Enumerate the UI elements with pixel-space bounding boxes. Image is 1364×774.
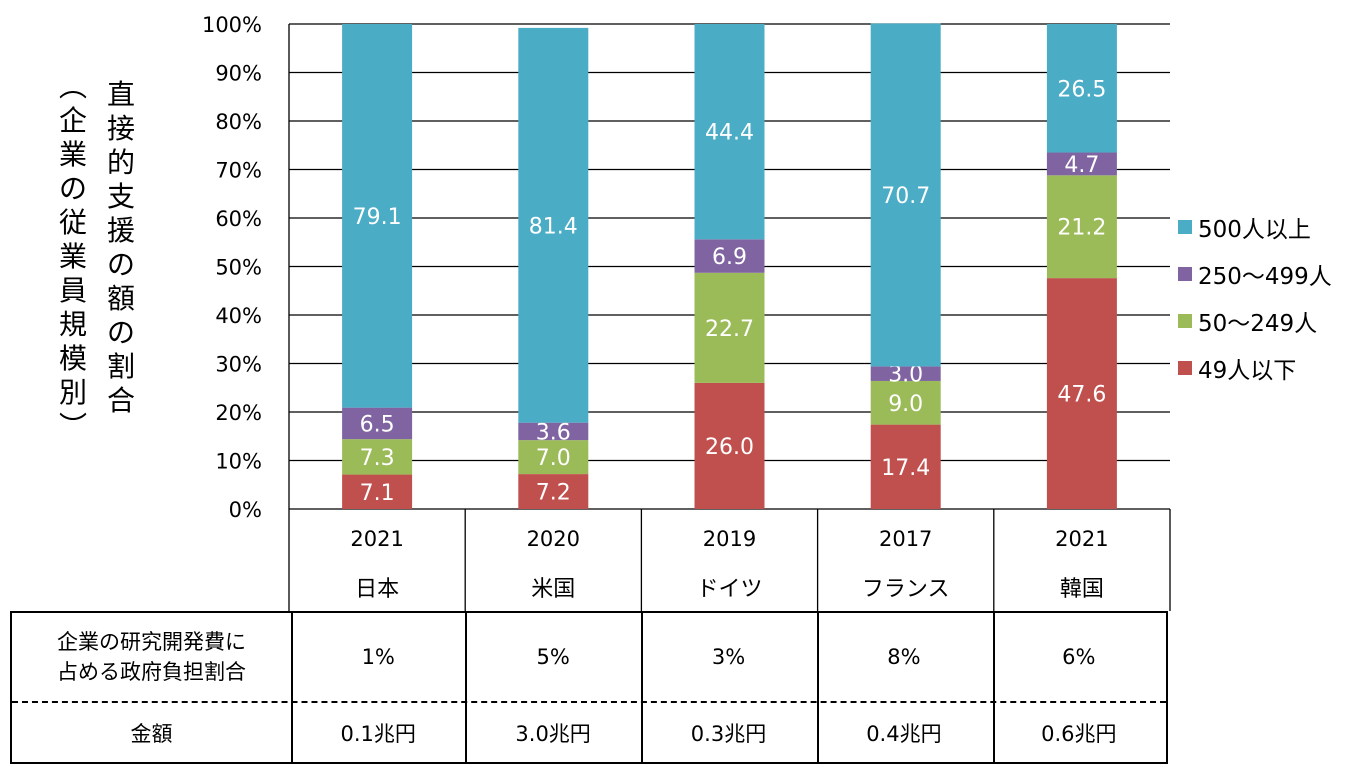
bar-segment (518, 422, 589, 441)
category-country-label: フランス (862, 577, 950, 602)
bar-segment (870, 380, 941, 425)
y-axis-title: 直接的支援の額の割合 (106, 78, 135, 417)
bar-segment (518, 440, 589, 475)
data-label: 4.7 (1064, 153, 1099, 178)
y-tick-label: 60% (215, 207, 262, 231)
bar-segment (694, 382, 765, 509)
bar-segment (694, 239, 765, 273)
data-label: 17.4 (881, 456, 930, 481)
ratio-cell: 6% (1062, 645, 1096, 669)
data-label: 3.6 (536, 420, 571, 445)
category-year-label: 2021 (1055, 527, 1108, 551)
amount-cell: 0.3兆円 (690, 721, 767, 746)
category-year-label: 2019 (703, 527, 756, 551)
bar-segment (342, 474, 413, 509)
category-year-label: 2020 (527, 527, 580, 551)
bar-segment (342, 407, 413, 440)
amount-cell: 0.1兆円 (340, 721, 416, 746)
y-tick-label: 90% (215, 62, 262, 86)
bar-segment (870, 424, 941, 509)
ratio-cell: 3% (711, 645, 746, 669)
y-tick-label: 70% (215, 159, 262, 183)
category-country-label: 日本 (355, 577, 399, 602)
bar-segment (518, 27, 589, 423)
legend-swatch (1178, 313, 1192, 328)
legend-item: 49人以下 (1178, 344, 1332, 391)
amount-cell: 3.0兆円 (515, 721, 591, 746)
data-label: 47.6 (1057, 383, 1106, 408)
data-table: 企業の研究開発費に 占める政府負担割合 1% 5% 3% 8% 6% 金額 0.… (10, 611, 1168, 764)
y-tick-label: 40% (215, 304, 262, 328)
y-axis-subtitle: ︵ 企業の従業員規模別 ︶ (58, 70, 87, 443)
ratio-cell: 5% (536, 645, 570, 669)
table-row-ratio: 企業の研究開発費に 占める政府負担割合 1% 5% 3% 8% 6% (12, 613, 1166, 701)
bar-segment (342, 24, 413, 408)
legend: 500人以上 250～499人 50～249人 49人以下 (1178, 203, 1332, 391)
data-label: 79.1 (353, 205, 402, 230)
data-label: 3.0 (888, 363, 923, 388)
data-label: 44.4 (705, 121, 754, 146)
ratio-cell: 1% (361, 645, 395, 669)
amount-cell: 0.4兆円 (866, 721, 942, 746)
bar-segment (870, 23, 941, 367)
data-label: 26.5 (1057, 77, 1106, 102)
legend-swatch (1178, 219, 1192, 234)
legend-label: 500人以上 (1198, 216, 1311, 243)
y-tick-label: 50% (215, 256, 262, 280)
data-label: 26.0 (705, 435, 754, 460)
legend-label: 50～249人 (1198, 310, 1318, 337)
bar-segment (342, 439, 413, 475)
data-label: 7.1 (360, 481, 395, 506)
y-tick-label: 20% (215, 401, 262, 425)
bar-segment (518, 474, 589, 509)
legend-item: 50～249人 (1178, 297, 1332, 344)
y-tick-label: 30% (215, 353, 262, 377)
bar-segment (870, 366, 941, 381)
row-label-amount: 金額 (130, 721, 173, 746)
bar-segment (694, 272, 765, 383)
category-country-label: 韓国 (1060, 577, 1104, 602)
category-year-label: 2021 (350, 527, 403, 551)
data-label: 70.7 (881, 184, 930, 209)
bar-segment (1046, 278, 1117, 509)
row-label-ratio-line1: 企業の研究開発費に (57, 630, 247, 654)
bar-segment (694, 24, 765, 240)
data-label: 9.0 (888, 392, 923, 417)
bar-segment (1046, 152, 1117, 176)
data-label: 7.3 (360, 446, 395, 471)
amount-cell: 0.6兆円 (1041, 721, 1117, 746)
data-label: 6.9 (712, 245, 747, 270)
legend-item: 250～499人 (1178, 250, 1332, 297)
legend-label: 49人以下 (1198, 357, 1297, 384)
bar-segment (1046, 175, 1117, 279)
ratio-cell: 8% (887, 645, 921, 669)
data-label: 7.2 (536, 481, 571, 506)
category-year-label: 2017 (879, 527, 932, 551)
data-label: 81.4 (529, 214, 578, 239)
y-tick-label: 80% (215, 110, 262, 134)
table-row-amount: 金額 0.1兆円 3.0兆円 0.3兆円 0.4兆円 0.6兆円 (12, 703, 1166, 762)
legend-swatch (1178, 360, 1192, 375)
legend-label: 250～499人 (1198, 263, 1332, 290)
legend-swatch (1178, 266, 1192, 281)
legend-item: 500人以上 (1178, 203, 1332, 250)
data-label: 6.5 (360, 412, 395, 437)
row-label-ratio: 企業の研究開発費に 占める政府負担割合 (12, 613, 291, 701)
data-label: 22.7 (705, 317, 754, 342)
y-tick-label: 100% (202, 13, 262, 37)
data-label: 21.2 (1057, 216, 1106, 241)
row-divider (12, 701, 1166, 703)
bar-segment (1046, 24, 1117, 153)
y-tick-label: 0% (229, 498, 262, 522)
category-country-label: ドイツ (696, 577, 762, 602)
row-label-ratio-line2: 占める政府負担割合 (57, 660, 247, 684)
y-tick-label: 10% (215, 450, 262, 474)
data-label: 7.0 (536, 446, 571, 471)
category-country-label: 米国 (531, 577, 575, 602)
